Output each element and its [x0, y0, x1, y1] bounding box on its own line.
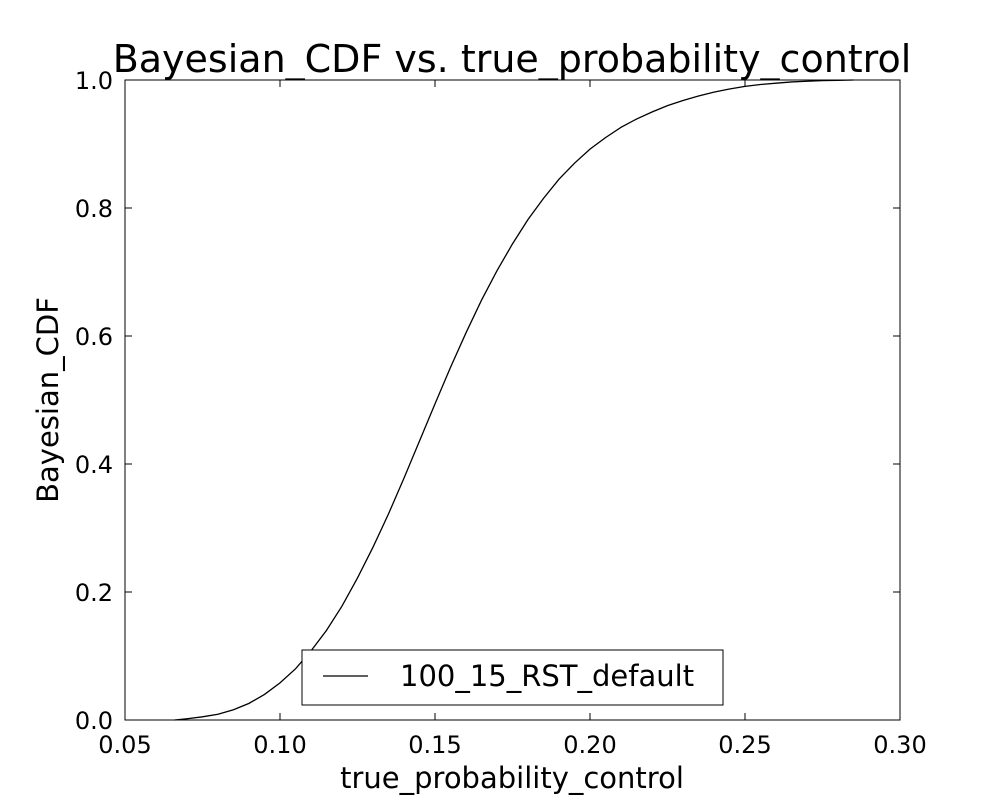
x-tick-label: 0.10 — [253, 731, 306, 759]
y-axis-label: Bayesian_CDF — [31, 297, 65, 503]
cdf-line — [174, 79, 854, 721]
legend-label: 100_15_RST_default — [400, 659, 694, 693]
legend-box — [301, 649, 724, 706]
y-tick-label: 0.8 — [75, 195, 113, 223]
y-tick-label: 0.0 — [75, 707, 113, 735]
y-tick-label: 1.0 — [75, 67, 113, 95]
chart-title: Bayesian_CDF vs. true_probability_contro… — [113, 37, 912, 81]
x-tick-label: 0.15 — [408, 731, 461, 759]
y-tick-label: 0.6 — [75, 323, 113, 351]
y-tick-label: 0.2 — [75, 579, 113, 607]
y-tick-label: 0.4 — [75, 451, 113, 479]
axis-ticks: 0.05 0.10 0.15 0.20 0.25 0.30 0.0 0.2 0.4 0.6 0.8 1… — [75, 67, 927, 759]
plot-area — [124, 79, 901, 721]
x-tick-label: 0.05 — [98, 731, 151, 759]
x-axis-label: true_probability_control — [340, 761, 684, 795]
x-tick-label: 0.20 — [563, 731, 616, 759]
x-tick-label: 0.25 — [718, 731, 771, 759]
legend: 100_15_RST_default — [301, 649, 724, 706]
x-tick-label: 0.30 — [873, 731, 926, 759]
